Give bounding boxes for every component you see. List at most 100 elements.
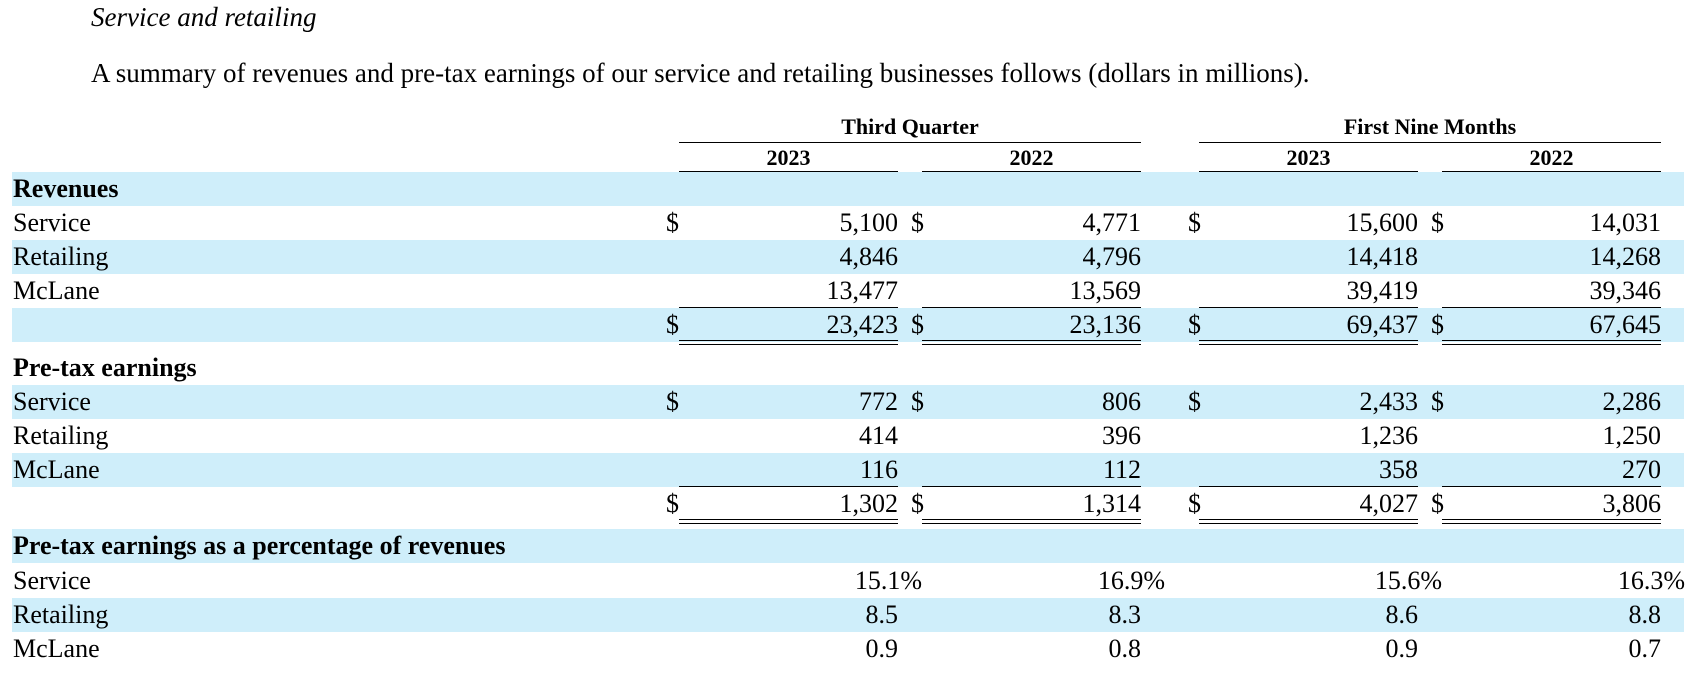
cell-value: 16.3% — [1617, 566, 1685, 595]
column-group-third-quarter: Third Quarter — [679, 114, 1141, 143]
section-row: Pre-tax earnings — [12, 351, 1684, 385]
cell-value: 15,600 — [1346, 208, 1419, 237]
row-label: McLane — [13, 634, 100, 663]
single-underline — [1442, 486, 1661, 487]
table-row: Service $772 $806 $2,433 $2,286 — [12, 385, 1684, 419]
cell-value: 358 — [1379, 455, 1418, 484]
table-row: Retailing 8.5 8.3 8.6 8.8 — [12, 598, 1684, 632]
table-row: McLane 0.9 0.8 0.9 0.7 — [12, 632, 1684, 666]
cell-value: 13,477 — [826, 276, 899, 305]
double-underline — [1442, 340, 1661, 345]
double-underline — [1199, 340, 1418, 345]
row-label: Retailing — [13, 242, 109, 271]
table-row: McLane 116 112 358 270 — [12, 453, 1684, 487]
cell-value: 39,346 — [1589, 276, 1662, 305]
row-label: Retailing — [13, 600, 109, 629]
cell-value: 4,846 — [839, 242, 899, 271]
cell-value: 270 — [1622, 455, 1661, 484]
cell-value: 396 — [1102, 421, 1141, 450]
cell-value: 4,771 — [1082, 208, 1142, 237]
cell-value: 0.9 — [1385, 634, 1419, 663]
cell-value: 2,433 — [1359, 387, 1419, 416]
double-underline — [679, 340, 898, 345]
currency-symbol: $ — [1188, 387, 1201, 416]
year-header: 2023 — [1199, 145, 1418, 172]
cell-value: 1,250 — [1602, 421, 1662, 450]
cell-value: 8.8 — [1628, 600, 1662, 629]
row-label: Service — [13, 208, 91, 237]
year-header: 2022 — [922, 145, 1141, 172]
cell-value: 39,419 — [1346, 276, 1419, 305]
currency-symbol: $ — [911, 387, 924, 416]
year-header: 2022 — [1442, 145, 1661, 172]
single-underline — [679, 307, 898, 308]
cell-value: 1,314 — [1082, 489, 1142, 518]
row-label: Service — [13, 387, 91, 416]
table-row: Service 15.1% 16.9% 15.6% 16.3% — [12, 564, 1685, 598]
currency-symbol: $ — [1431, 489, 1444, 518]
currency-symbol: $ — [1188, 310, 1201, 339]
table-row: Retailing 414 396 1,236 1,250 — [12, 419, 1684, 453]
currency-symbol: $ — [911, 489, 924, 518]
double-underline — [922, 519, 1141, 524]
cell-value: 0.7 — [1628, 634, 1662, 663]
cell-value: 13,569 — [1069, 276, 1142, 305]
table-row: McLane 13,477 13,569 39,419 39,346 — [12, 274, 1684, 308]
cell-value: 14,418 — [1346, 242, 1419, 271]
cell-value: 15.6% — [1374, 566, 1442, 595]
cell-value: 14,268 — [1589, 242, 1662, 271]
column-group-first-nine-months: First Nine Months — [1199, 114, 1661, 143]
single-underline — [922, 486, 1141, 487]
double-underline — [679, 519, 898, 524]
currency-symbol: $ — [666, 387, 679, 416]
currency-symbol: $ — [666, 208, 679, 237]
cell-value: 1,302 — [839, 489, 899, 518]
cell-value: 5,100 — [839, 208, 899, 237]
single-underline — [1199, 486, 1418, 487]
currency-symbol: $ — [1188, 208, 1201, 237]
cell-value: 14,031 — [1589, 208, 1662, 237]
section-label: Pre-tax earnings — [13, 353, 197, 382]
single-underline — [1199, 307, 1418, 308]
double-underline — [922, 340, 1141, 345]
currency-symbol: $ — [911, 208, 924, 237]
currency-symbol: $ — [666, 310, 679, 339]
currency-symbol: $ — [1431, 208, 1444, 237]
row-label: Service — [13, 566, 91, 595]
currency-symbol: $ — [666, 489, 679, 518]
table-row: Retailing 4,846 4,796 14,418 14,268 — [12, 240, 1684, 274]
currency-symbol: $ — [1431, 387, 1444, 416]
cell-value: 4,796 — [1082, 242, 1142, 271]
cell-value: 806 — [1102, 387, 1141, 416]
row-label: McLane — [13, 276, 100, 305]
single-underline — [922, 307, 1141, 308]
total-row: $23,423 $23,136 $69,437 $67,645 — [12, 308, 1684, 342]
row-label: Retailing — [13, 421, 109, 450]
intro-paragraph: A summary of revenues and pre-tax earnin… — [91, 58, 1310, 88]
table-row: Service $5,100 $4,771 $15,600 $14,031 — [12, 206, 1684, 240]
cell-value: 23,136 — [1069, 310, 1142, 339]
total-row: $1,302 $1,314 $4,027 $3,806 — [12, 487, 1684, 521]
currency-symbol: $ — [1188, 489, 1201, 518]
row-label: McLane — [13, 455, 100, 484]
currency-symbol: $ — [911, 310, 924, 339]
cell-value: 8.5 — [865, 600, 899, 629]
cell-value: 69,437 — [1346, 310, 1419, 339]
cell-value: 15.1% — [854, 566, 922, 595]
section-heading: Service and retailing — [91, 2, 317, 32]
double-underline — [1199, 519, 1418, 524]
single-underline — [679, 486, 898, 487]
cell-value: 4,027 — [1359, 489, 1419, 518]
cell-value: 414 — [859, 421, 898, 450]
section-label: Revenues — [13, 174, 119, 203]
cell-value: 23,423 — [826, 310, 899, 339]
section-label: Pre-tax earnings as a percentage of reve… — [13, 531, 506, 560]
section-row: Revenues — [12, 172, 1684, 206]
cell-value: 772 — [859, 387, 898, 416]
cell-value: 16.9% — [1097, 566, 1165, 595]
cell-value: 0.8 — [1108, 634, 1142, 663]
currency-symbol: $ — [1431, 310, 1444, 339]
year-header: 2023 — [679, 145, 898, 172]
cell-value: 1,236 — [1359, 421, 1419, 450]
cell-value: 116 — [859, 455, 898, 484]
